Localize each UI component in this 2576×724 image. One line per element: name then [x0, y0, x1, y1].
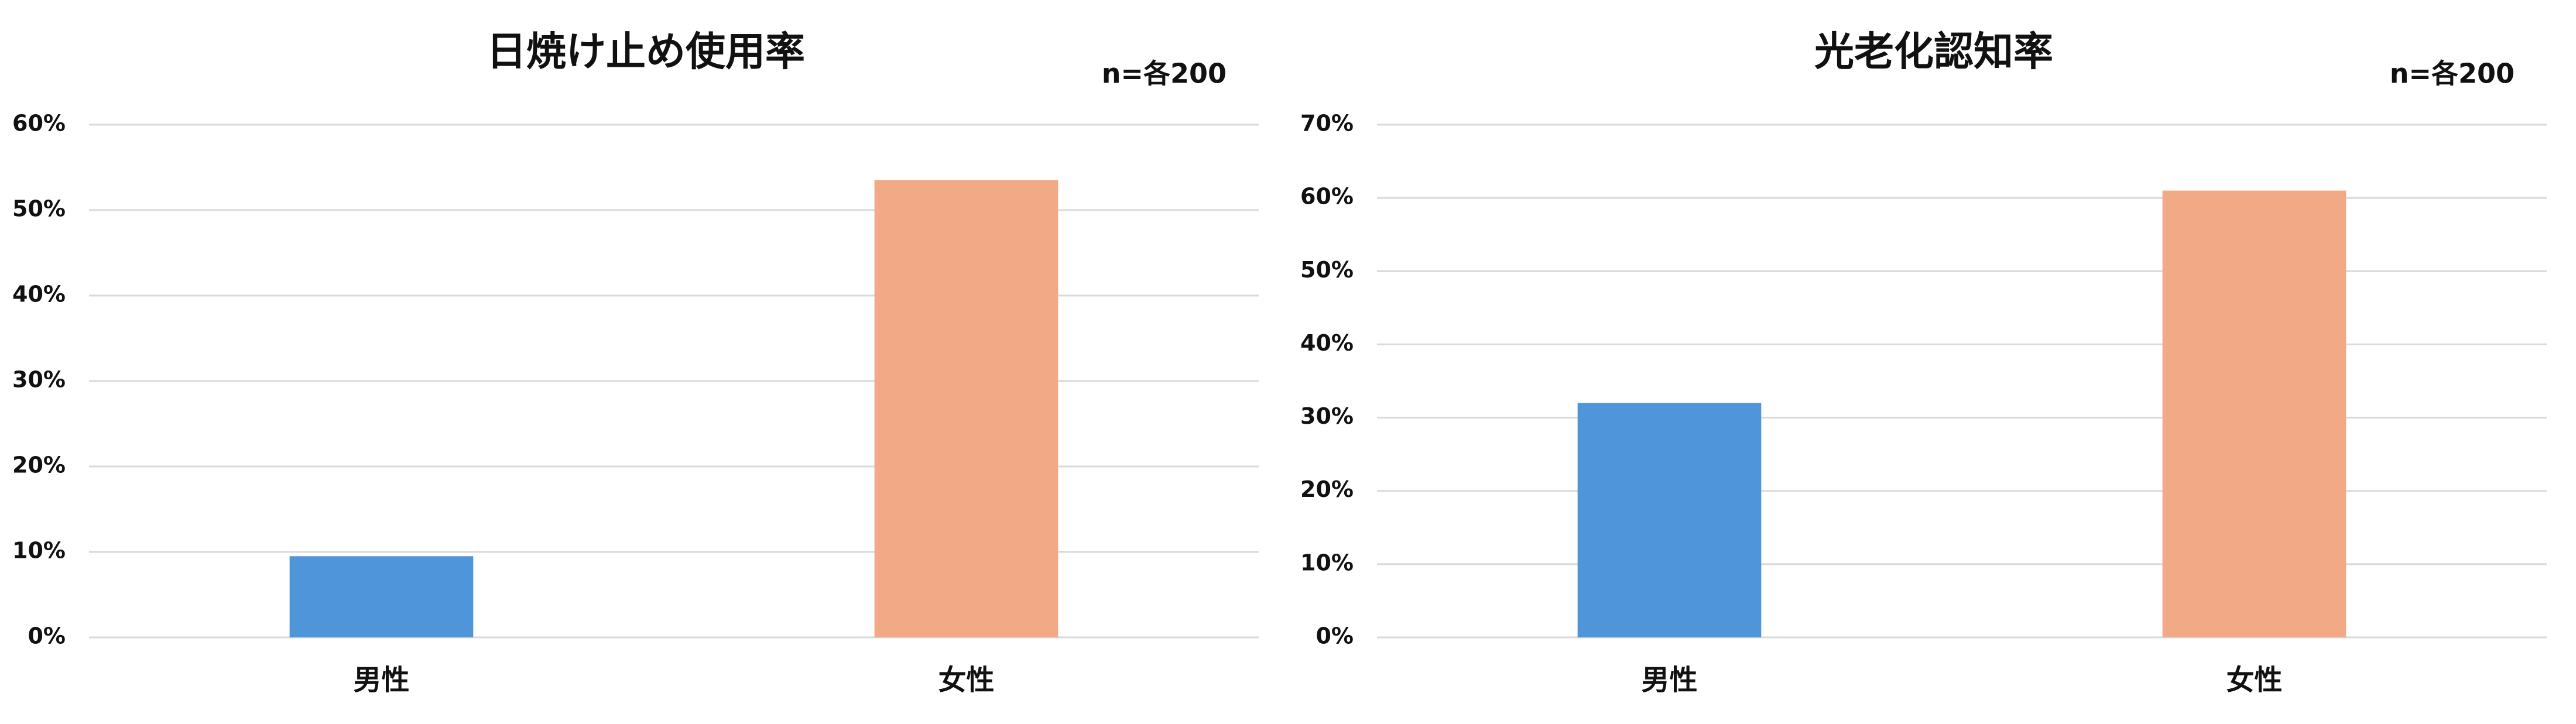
y-tick-label: 40%	[1300, 330, 1354, 356]
y-tick-label: 0%	[1316, 623, 1354, 649]
y-tick-label: 50%	[12, 196, 66, 222]
y-tick-label: 20%	[1300, 476, 1354, 502]
bar	[2162, 190, 2347, 638]
y-tick-label: 30%	[1300, 403, 1354, 429]
x-tick-label: 女性	[938, 664, 994, 696]
x-tick-label: 男性	[1641, 664, 1697, 696]
y-tick-label: 10%	[1300, 550, 1354, 575]
x-tick-label: 女性	[2226, 664, 2282, 696]
y-tick-label: 0%	[28, 623, 66, 649]
y-tick-label: 30%	[12, 367, 66, 393]
y-tick-label: 10%	[12, 538, 66, 564]
y-tick-label: 40%	[12, 282, 66, 307]
y-tick-label: 50%	[1300, 257, 1354, 283]
chart-title: 日焼け止め使用率	[487, 29, 805, 76]
y-tick-label: 70%	[1300, 111, 1354, 136]
bar	[874, 180, 1059, 637]
y-tick-label: 20%	[12, 452, 66, 478]
bar	[289, 556, 474, 637]
chart-subtitle: n=各200	[1102, 58, 1227, 90]
y-tick-label: 60%	[1300, 184, 1354, 210]
y-tick-label: 60%	[12, 111, 66, 136]
chart-title: 光老化認知率	[1814, 29, 2053, 76]
chart-subtitle: n=各200	[2390, 58, 2515, 90]
bar	[1577, 403, 1762, 637]
x-tick-label: 男性	[353, 664, 409, 696]
